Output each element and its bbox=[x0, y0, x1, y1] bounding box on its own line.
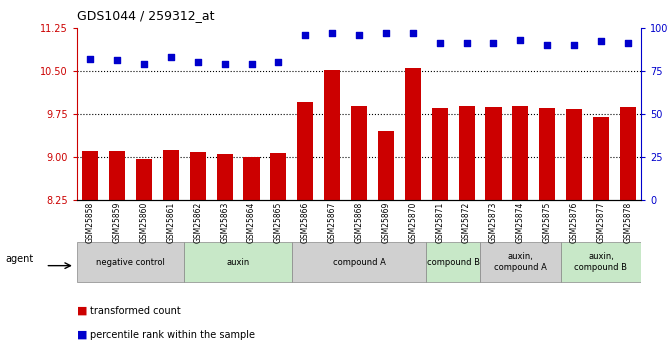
Text: compound A: compound A bbox=[333, 258, 385, 267]
Text: GSM25867: GSM25867 bbox=[328, 202, 337, 243]
Point bbox=[246, 61, 257, 67]
Point bbox=[300, 32, 311, 37]
Bar bbox=[77, 242, 184, 282]
Point bbox=[85, 56, 96, 61]
Bar bbox=[184, 242, 292, 282]
Point bbox=[407, 30, 418, 36]
Point bbox=[596, 39, 607, 44]
Text: GSM25862: GSM25862 bbox=[193, 202, 202, 243]
Point bbox=[542, 42, 552, 48]
Bar bbox=[136, 159, 152, 200]
Text: GSM25864: GSM25864 bbox=[247, 202, 256, 243]
Text: transformed count: transformed count bbox=[90, 306, 181, 315]
Point bbox=[461, 40, 472, 46]
Text: percentile rank within the sample: percentile rank within the sample bbox=[90, 330, 255, 339]
Point bbox=[192, 59, 203, 65]
Text: GSM25870: GSM25870 bbox=[408, 202, 418, 243]
Bar bbox=[82, 151, 98, 200]
Bar bbox=[458, 106, 475, 200]
Text: GSM25873: GSM25873 bbox=[489, 202, 498, 243]
Text: GSM25878: GSM25878 bbox=[623, 202, 633, 243]
Text: auxin,
compound A: auxin, compound A bbox=[494, 253, 547, 272]
Text: GDS1044 / 259312_at: GDS1044 / 259312_at bbox=[77, 9, 214, 22]
Bar bbox=[512, 106, 528, 200]
Bar bbox=[620, 107, 636, 200]
Text: GSM25863: GSM25863 bbox=[220, 202, 229, 243]
Point bbox=[623, 40, 633, 46]
Text: GSM25861: GSM25861 bbox=[166, 202, 176, 243]
Point bbox=[568, 42, 579, 48]
Text: GSM25871: GSM25871 bbox=[435, 202, 444, 243]
Text: GSM25859: GSM25859 bbox=[113, 202, 122, 243]
Text: ■: ■ bbox=[77, 306, 88, 315]
Bar bbox=[432, 108, 448, 200]
Point bbox=[434, 40, 445, 46]
Point bbox=[139, 61, 150, 67]
Point bbox=[112, 58, 122, 63]
Point bbox=[354, 32, 365, 37]
Text: GSM25868: GSM25868 bbox=[355, 202, 363, 243]
Bar bbox=[271, 153, 287, 200]
Bar bbox=[593, 117, 609, 200]
Point bbox=[219, 61, 230, 67]
Bar bbox=[480, 242, 560, 282]
Point bbox=[273, 59, 284, 65]
Bar bbox=[163, 149, 179, 200]
Point bbox=[515, 37, 526, 42]
Text: GSM25872: GSM25872 bbox=[462, 202, 471, 243]
Bar bbox=[486, 107, 502, 200]
Bar bbox=[190, 152, 206, 200]
Text: GSM25875: GSM25875 bbox=[542, 202, 552, 243]
Bar bbox=[351, 106, 367, 200]
Text: GSM25877: GSM25877 bbox=[597, 202, 605, 243]
Point bbox=[327, 30, 337, 36]
Bar bbox=[426, 242, 480, 282]
Text: GSM25874: GSM25874 bbox=[516, 202, 525, 243]
Bar bbox=[216, 154, 232, 200]
Text: agent: agent bbox=[5, 254, 33, 264]
Point bbox=[381, 30, 391, 36]
Text: compound B: compound B bbox=[427, 258, 480, 267]
Text: GSM25866: GSM25866 bbox=[301, 202, 310, 243]
Text: GSM25858: GSM25858 bbox=[86, 202, 95, 243]
Bar bbox=[378, 131, 394, 200]
Bar bbox=[405, 68, 421, 200]
Text: ■: ■ bbox=[77, 330, 88, 339]
Bar bbox=[566, 109, 582, 200]
Bar bbox=[539, 108, 555, 200]
Bar bbox=[297, 102, 313, 200]
Bar bbox=[243, 157, 260, 200]
Text: negative control: negative control bbox=[96, 258, 165, 267]
Text: GSM25865: GSM25865 bbox=[274, 202, 283, 243]
Bar bbox=[292, 242, 426, 282]
Bar bbox=[560, 242, 641, 282]
Text: GSM25869: GSM25869 bbox=[381, 202, 390, 243]
Bar bbox=[324, 70, 340, 200]
Text: GSM25876: GSM25876 bbox=[570, 202, 578, 243]
Bar bbox=[109, 151, 125, 200]
Text: auxin: auxin bbox=[226, 258, 250, 267]
Point bbox=[166, 54, 176, 60]
Text: GSM25860: GSM25860 bbox=[140, 202, 148, 243]
Text: auxin,
compound B: auxin, compound B bbox=[574, 253, 627, 272]
Point bbox=[488, 40, 499, 46]
